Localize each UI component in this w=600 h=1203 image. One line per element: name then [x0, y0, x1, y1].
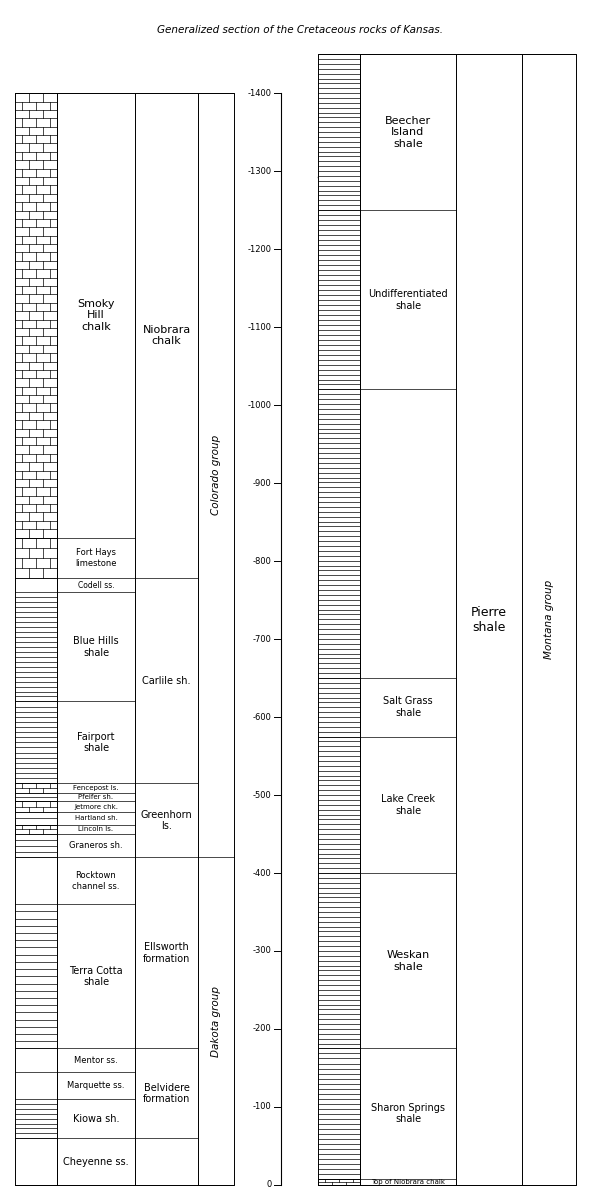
Text: -700: -700 — [253, 634, 272, 644]
Text: Codell ss.: Codell ss. — [77, 581, 115, 589]
Text: -500: -500 — [253, 790, 272, 800]
Text: -600: -600 — [253, 712, 272, 722]
Text: 0: 0 — [266, 1180, 272, 1190]
Text: Salt Grass
shale: Salt Grass shale — [383, 697, 433, 718]
Text: Niobrara
chalk: Niobrara chalk — [142, 325, 191, 346]
Text: Marquette ss.: Marquette ss. — [67, 1081, 125, 1090]
Text: Jetmore chk.: Jetmore chk. — [74, 804, 118, 810]
Text: -300: -300 — [253, 947, 272, 955]
Text: Graneros sh.: Graneros sh. — [69, 841, 123, 851]
Text: Carlile sh.: Carlile sh. — [142, 676, 191, 686]
Text: -1300: -1300 — [248, 167, 272, 176]
Text: Colorado group: Colorado group — [211, 435, 221, 515]
Text: Blue Hills
shale: Blue Hills shale — [73, 636, 119, 658]
Text: Sharon Springs
shale: Sharon Springs shale — [371, 1103, 445, 1125]
Text: Fencepost ls.: Fencepost ls. — [73, 786, 119, 792]
Text: Pierre
shale: Pierre shale — [471, 605, 507, 634]
Text: Belvidere
formation: Belvidere formation — [143, 1083, 190, 1104]
Text: -1200: -1200 — [248, 244, 272, 254]
Text: -1000: -1000 — [248, 401, 272, 409]
Text: Ellsworth
formation: Ellsworth formation — [143, 942, 190, 964]
Text: -100: -100 — [253, 1102, 272, 1112]
Text: Lincoln ls.: Lincoln ls. — [79, 826, 113, 832]
Text: Fairport
shale: Fairport shale — [77, 731, 115, 753]
Text: Montana group: Montana group — [544, 580, 554, 659]
Text: Dakota group: Dakota group — [211, 985, 221, 1056]
Text: Mentor ss.: Mentor ss. — [74, 1056, 118, 1065]
Text: -400: -400 — [253, 869, 272, 877]
Text: Rocktown
channel ss.: Rocktown channel ss. — [72, 871, 120, 890]
Text: -200: -200 — [253, 1025, 272, 1033]
Text: Fort Hays
limestone: Fort Hays limestone — [75, 549, 117, 568]
Text: Kiowa sh.: Kiowa sh. — [73, 1114, 119, 1124]
Text: Weskan
shale: Weskan shale — [386, 950, 430, 972]
Text: -1400: -1400 — [248, 89, 272, 97]
Text: Hartland sh.: Hartland sh. — [74, 816, 118, 822]
Text: Generalized section of the Cretaceous rocks of Kansas.: Generalized section of the Cretaceous ro… — [157, 25, 443, 35]
Text: -900: -900 — [253, 479, 272, 487]
Text: Lake Creek
shale: Lake Creek shale — [381, 794, 435, 816]
Text: -800: -800 — [253, 557, 272, 565]
Text: Top of Niobrara chalk: Top of Niobrara chalk — [371, 1179, 445, 1185]
Text: -1100: -1100 — [248, 322, 272, 332]
Text: Undifferentiated
shale: Undifferentiated shale — [368, 289, 448, 310]
Text: Smoky
Hill
chalk: Smoky Hill chalk — [77, 298, 115, 332]
Text: Terra Cotta
shale: Terra Cotta shale — [69, 966, 123, 988]
Text: Greenhorn
ls.: Greenhorn ls. — [140, 810, 193, 831]
Text: Cheyenne ss.: Cheyenne ss. — [63, 1156, 129, 1167]
Text: Beecher
Island
shale: Beecher Island shale — [385, 115, 431, 149]
Text: Pfeifer sh.: Pfeifer sh. — [79, 794, 113, 800]
